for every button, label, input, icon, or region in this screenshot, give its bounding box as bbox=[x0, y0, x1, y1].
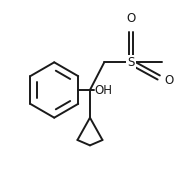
Text: O: O bbox=[126, 12, 136, 25]
Text: O: O bbox=[164, 74, 173, 87]
Text: S: S bbox=[127, 56, 135, 69]
Text: OH: OH bbox=[95, 84, 113, 96]
